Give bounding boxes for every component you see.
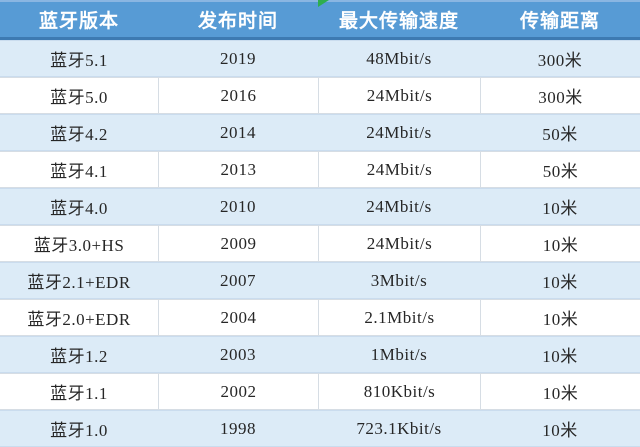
cell-max-speed: 723.1Kbit/s — [356, 418, 442, 438]
cell-bluetooth-version: 蓝牙4.2 — [50, 125, 108, 144]
cell-range: 10米 — [542, 347, 578, 366]
cell-range: 50米 — [480, 152, 640, 187]
cell-max-speed: 24Mbit/s — [366, 196, 432, 216]
table-row: 蓝牙4.1 2013 24Mbit/s 50米 — [0, 151, 640, 188]
cell-max-speed: 24Mbit/s — [318, 226, 480, 261]
column-header-bluetooth-version: 蓝牙版本 — [38, 11, 119, 32]
cell-range: 10米 — [480, 226, 640, 261]
cell-release-year: 2016 — [158, 78, 318, 113]
cell-release-year: 2007 — [220, 270, 256, 290]
column-header-max-speed: 最大传输速度 — [338, 11, 459, 32]
cell-release-year: 2014 — [220, 122, 256, 142]
cell-range: 10米 — [480, 374, 640, 409]
cell-bluetooth-version: 蓝牙3.0+HS — [33, 236, 125, 255]
cell-release-year: 2002 — [158, 374, 318, 409]
table-row: 蓝牙4.0 2010 24Mbit/s 10米 — [0, 188, 640, 225]
cell-bluetooth-version: 蓝牙1.1 — [50, 384, 108, 403]
cell-bluetooth-version: 蓝牙2.0+EDR — [27, 310, 131, 329]
cell-max-speed: 3Mbit/s — [370, 270, 428, 290]
cell-release-year: 2009 — [158, 226, 318, 261]
table-row: 蓝牙5.1 2019 48Mbit/s 300米 — [0, 40, 640, 77]
cell-bluetooth-version: 蓝牙5.1 — [50, 51, 108, 70]
cell-max-speed: 24Mbit/s — [318, 78, 480, 113]
cell-range: 300米 — [480, 78, 640, 113]
table-row: 蓝牙2.1+EDR 2007 3Mbit/s 10米 — [0, 262, 640, 299]
cell-range: 300米 — [537, 51, 583, 70]
cell-release-year: 1998 — [220, 418, 256, 438]
cell-range: 10米 — [542, 273, 578, 292]
table-row: 蓝牙3.0+HS 2009 24Mbit/s 10米 — [0, 225, 640, 262]
cell-release-year: 2019 — [220, 48, 256, 68]
cell-bluetooth-version: 蓝牙1.2 — [50, 347, 108, 366]
table-row: 蓝牙4.2 2014 24Mbit/s 50米 — [0, 114, 640, 151]
cell-range: 10米 — [542, 199, 578, 218]
cell-max-speed: 48Mbit/s — [366, 48, 432, 68]
cell-bluetooth-version: 蓝牙5.0 — [50, 88, 108, 107]
table-row: 蓝牙1.0 1998 723.1Kbit/s 10米 — [0, 410, 640, 447]
cell-max-speed: 1Mbit/s — [370, 344, 428, 364]
cell-bluetooth-version: 蓝牙4.1 — [50, 162, 108, 181]
cell-bluetooth-version: 蓝牙4.0 — [50, 199, 108, 218]
cell-max-speed: 2.1Mbit/s — [318, 300, 480, 335]
cell-max-speed: 24Mbit/s — [318, 152, 480, 187]
cell-max-speed: 810Kbit/s — [318, 374, 480, 409]
cell-range: 50米 — [542, 125, 578, 144]
cell-release-year: 2013 — [158, 152, 318, 187]
cell-bluetooth-version: 蓝牙1.0 — [50, 421, 108, 440]
cell-bluetooth-version: 蓝牙2.1+EDR — [27, 273, 131, 292]
table-row: 蓝牙1.2 2003 1Mbit/s 10米 — [0, 336, 640, 373]
cell-max-speed: 24Mbit/s — [366, 122, 432, 142]
green-triangle-icon — [318, 0, 329, 7]
table-row: 蓝牙5.0 2016 24Mbit/s 300米 — [0, 77, 640, 114]
column-header-range: 传输距离 — [519, 11, 600, 32]
cell-release-year: 2003 — [220, 344, 256, 364]
table-row: 蓝牙1.1 2002 810Kbit/s 10米 — [0, 373, 640, 410]
table-row: 蓝牙2.0+EDR 2004 2.1Mbit/s 10米 — [0, 299, 640, 336]
column-header-release-date: 发布时间 — [197, 11, 278, 32]
cell-release-year: 2004 — [158, 300, 318, 335]
cell-range: 10米 — [480, 300, 640, 335]
cell-release-year: 2010 — [220, 196, 256, 216]
cell-range: 10米 — [542, 421, 578, 440]
